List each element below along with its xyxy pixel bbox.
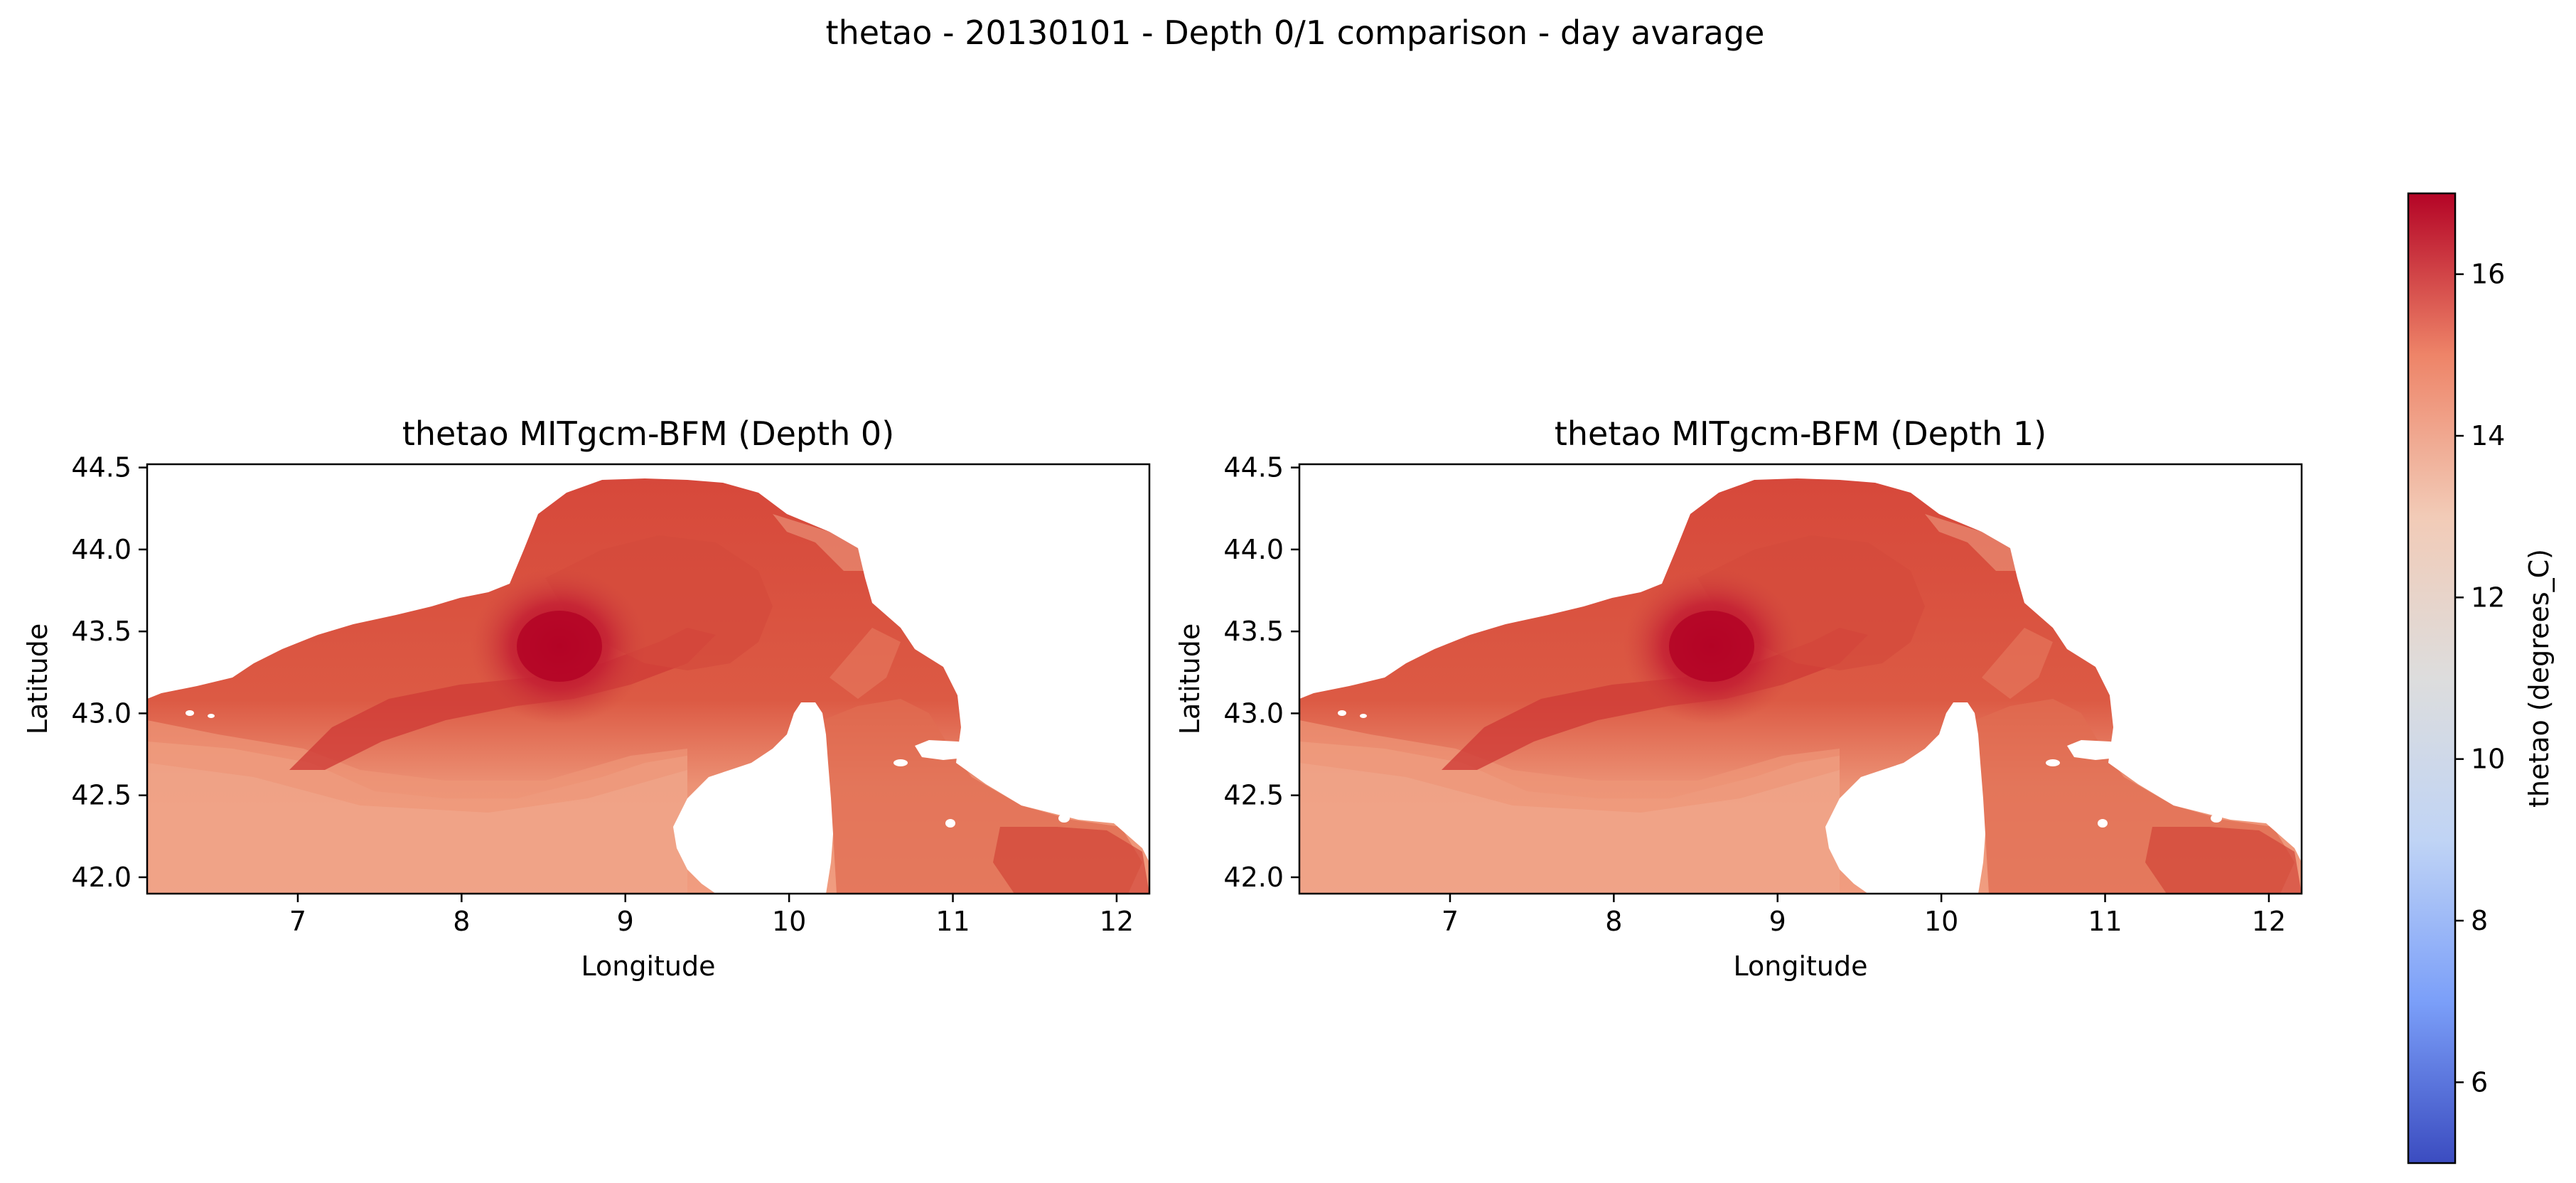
plot-frame — [146, 463, 1151, 895]
panel-title: thetao MITgcm-BFM (Depth 1) — [1555, 414, 2046, 453]
y-axis-label: Latitude — [22, 623, 53, 734]
colorbar-tick-label: 10 — [2471, 744, 2505, 775]
y-tick-label: 44.0 — [1223, 534, 1284, 565]
y-tick-label: 43.5 — [1223, 616, 1284, 647]
x-tick-label: 9 — [1769, 906, 1786, 937]
x-tick-label: 12 — [2252, 906, 2286, 937]
colorbar-gradient — [2407, 192, 2457, 1165]
colorbar: 6 8 10 12 14 16 thetao (degrees_C) — [2407, 192, 2555, 1165]
colorbar-tick-label: 6 — [2471, 1066, 2488, 1098]
y-tick-label: 44.5 — [1223, 452, 1284, 483]
colorbar-tick-label: 8 — [2471, 905, 2488, 936]
suptitle: thetao - 20130101 - Depth 0/1 comparison… — [826, 14, 1765, 52]
map-panel-depth-1: thetao MITgcm-BFM (Depth 1) Longitude La… — [1174, 414, 2303, 982]
heatmap-image-depth-1 — [1299, 464, 2302, 894]
x-tick-label: 9 — [617, 906, 634, 937]
x-tick-label: 10 — [772, 906, 806, 937]
y-tick-label: 42.0 — [1223, 862, 1284, 893]
panel-title: thetao MITgcm-BFM (Depth 0) — [402, 414, 894, 453]
x-tick-label: 10 — [1924, 906, 1958, 937]
x-axis-label: Longitude — [581, 951, 716, 982]
y-tick-label: 42.0 — [71, 862, 132, 893]
x-tick-label: 8 — [453, 906, 470, 937]
map-panel-depth-0: thetao MITgcm-BFM (Depth 0) Longitude La… — [22, 414, 1151, 982]
y-tick-label: 44.0 — [71, 534, 132, 565]
colorbar-tick-label: 14 — [2471, 420, 2505, 451]
plot-frame — [1298, 463, 2303, 895]
y-tick-label: 43.0 — [1223, 697, 1284, 729]
colorbar-tick-label: 12 — [2471, 582, 2505, 613]
colorbar-tick-label: 16 — [2471, 259, 2505, 290]
y-tick-label: 42.5 — [71, 780, 132, 811]
colorbar-label: thetao (degrees_C) — [2523, 549, 2555, 808]
y-tick-label: 42.5 — [1223, 780, 1284, 811]
y-tick-label: 43.5 — [71, 616, 132, 647]
x-tick-label: 11 — [935, 906, 970, 937]
x-tick-label: 7 — [1442, 906, 1459, 937]
heatmap-image-depth-0 — [147, 464, 1149, 894]
x-tick-label: 11 — [2088, 906, 2122, 937]
x-tick-label: 7 — [289, 906, 306, 937]
y-tick-label: 44.5 — [71, 452, 132, 483]
y-tick-label: 43.0 — [71, 697, 132, 729]
x-tick-label: 12 — [1100, 906, 1134, 937]
x-tick-label: 8 — [1605, 906, 1622, 937]
x-axis-label: Longitude — [1734, 951, 1868, 982]
y-axis-label: Latitude — [1174, 623, 1206, 734]
